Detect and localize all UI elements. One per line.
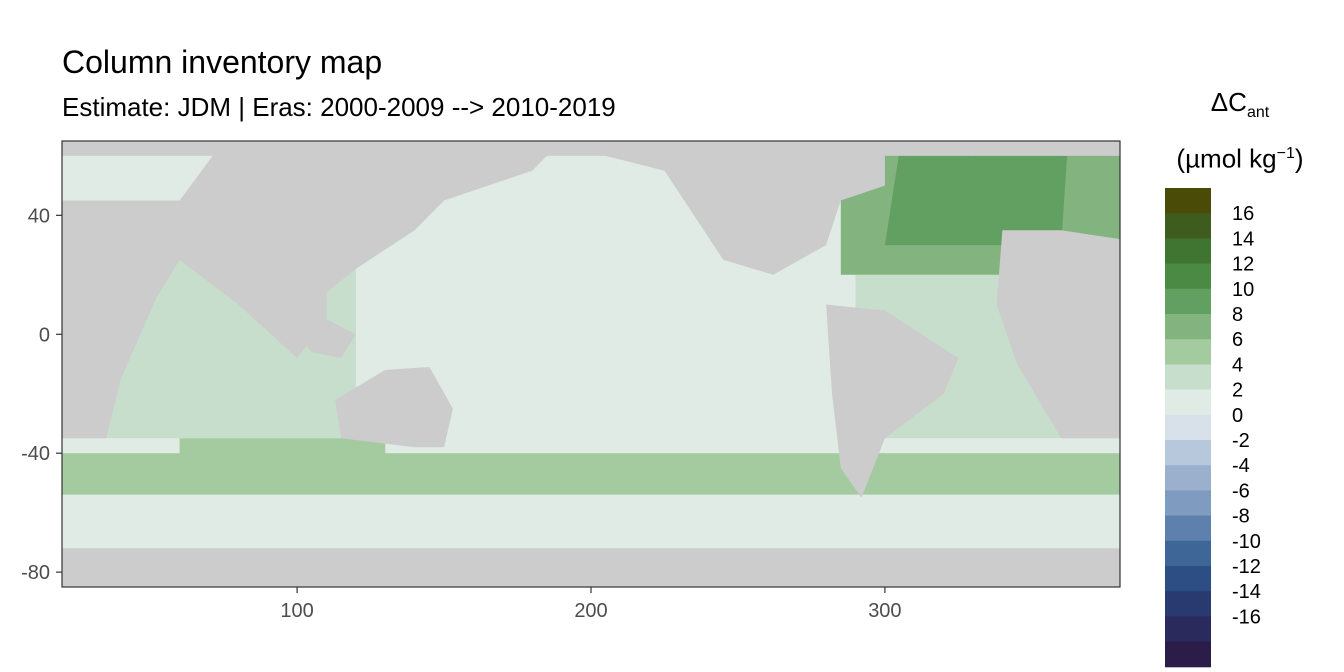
legend-swatch — [1165, 515, 1211, 542]
legend-swatch — [1165, 188, 1211, 214]
legend-title-unit: (µmol kg−1) — [1150, 138, 1330, 175]
legend-label: -16 — [1232, 606, 1261, 628]
legend-swatch — [1165, 490, 1211, 517]
legend-label: 16 — [1232, 203, 1254, 225]
legend-symbol: ΔC — [1210, 87, 1247, 117]
legend-subscript: ant — [1246, 104, 1270, 122]
legend-label: 0 — [1232, 405, 1243, 427]
legend-label: -14 — [1232, 581, 1261, 603]
legend-swatch — [1165, 540, 1211, 567]
legend-unit-power: −1 — [1276, 145, 1295, 162]
legend-label: 6 — [1232, 329, 1243, 351]
y-tick-label: -40 — [21, 443, 50, 465]
legend-swatch — [1165, 314, 1211, 340]
legend-label: 14 — [1232, 228, 1254, 250]
legend-label: 2 — [1232, 380, 1243, 402]
legend-swatch — [1165, 389, 1211, 416]
legend-swatch — [1165, 440, 1211, 466]
land-south-america — [826, 304, 959, 498]
legend-label: -10 — [1232, 531, 1261, 553]
y-tick-label: 40 — [28, 205, 50, 227]
region-north-atlantic-core — [884, 149, 1068, 246]
legend-label: -4 — [1232, 455, 1250, 477]
legend-swatch — [1165, 339, 1211, 365]
legend-swatch — [1165, 591, 1211, 617]
legend-swatch — [1165, 238, 1211, 265]
land-australia — [335, 367, 453, 448]
legend-label: 10 — [1232, 279, 1254, 301]
legend-label: -12 — [1232, 556, 1261, 578]
land-antarctica — [62, 548, 1120, 587]
y-tick-label: 0 — [39, 324, 50, 346]
legend-label: -2 — [1232, 430, 1250, 452]
legend-swatch — [1165, 465, 1211, 491]
region-southern-ocean — [62, 494, 1120, 549]
legend-label: -6 — [1232, 480, 1250, 502]
legend-label: 8 — [1232, 304, 1243, 326]
legend-swatch — [1165, 364, 1211, 391]
legend-swatch — [1165, 263, 1211, 290]
land-eurasia — [179, 141, 562, 305]
x-tick-label: 200 — [574, 600, 607, 622]
legend-swatch — [1165, 414, 1211, 441]
chart-subtitle: Estimate: JDM | Eras: 2000-2009 --> 2010… — [62, 92, 616, 122]
land-africa-east — [996, 230, 1120, 439]
x-tick-label: 300 — [868, 600, 901, 622]
x-tick-label: 100 — [280, 600, 313, 622]
legend-label: -8 — [1232, 506, 1250, 528]
legend-title-symbol: ΔCant — [1150, 86, 1330, 129]
legend-unit-open: (µmol kg — [1176, 143, 1277, 174]
legend-label: 4 — [1232, 354, 1243, 376]
chart-title: Column inventory map — [62, 44, 383, 80]
legend-swatch — [1165, 566, 1211, 592]
land-north-america — [561, 141, 885, 275]
region-indian-southern — [179, 438, 386, 477]
legend-swatch — [1165, 213, 1211, 239]
land-greenland — [884, 141, 988, 156]
legend-swatch — [1165, 616, 1211, 643]
legend-swatch — [1165, 288, 1211, 315]
land-maritime-se-asia — [282, 319, 356, 359]
y-tick-label: -80 — [21, 562, 50, 584]
legend-unit-close: ) — [1294, 143, 1304, 174]
legend-label: 12 — [1232, 254, 1254, 276]
legend-swatch — [1165, 641, 1211, 668]
